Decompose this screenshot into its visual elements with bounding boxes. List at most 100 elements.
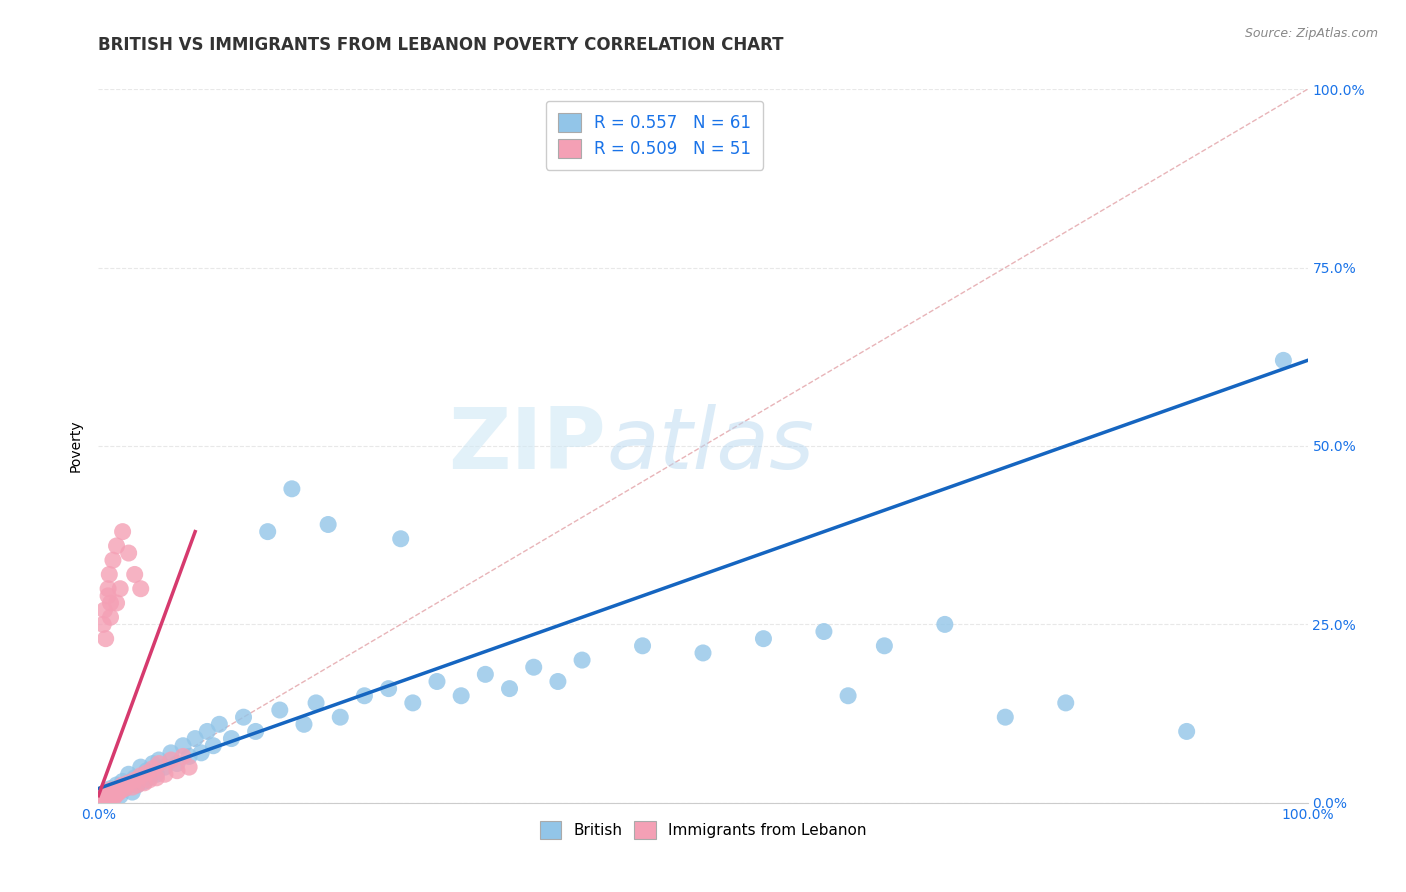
Text: ZIP: ZIP bbox=[449, 404, 606, 488]
Point bbox=[98, 567, 121, 582]
Point bbox=[474, 667, 496, 681]
Point bbox=[195, 724, 218, 739]
Point bbox=[127, 778, 149, 792]
Point bbox=[124, 772, 146, 787]
Point bbox=[91, 617, 114, 632]
Point bbox=[138, 772, 160, 787]
Point bbox=[145, 771, 167, 785]
Point bbox=[571, 653, 593, 667]
Point bbox=[121, 780, 143, 794]
Point bbox=[111, 778, 134, 792]
Point bbox=[100, 596, 122, 610]
Point bbox=[523, 660, 546, 674]
Point bbox=[994, 710, 1017, 724]
Point bbox=[813, 624, 835, 639]
Point bbox=[281, 482, 304, 496]
Point bbox=[118, 767, 141, 781]
Point bbox=[129, 582, 152, 596]
Point bbox=[426, 674, 449, 689]
Point bbox=[91, 790, 114, 805]
Point bbox=[837, 689, 859, 703]
Point bbox=[124, 567, 146, 582]
Point bbox=[135, 764, 157, 778]
Y-axis label: Poverty: Poverty bbox=[69, 420, 83, 472]
Point bbox=[108, 789, 131, 803]
Point bbox=[305, 696, 328, 710]
Point bbox=[105, 596, 128, 610]
Point bbox=[256, 524, 278, 539]
Point bbox=[148, 756, 170, 771]
Point bbox=[107, 781, 129, 796]
Point bbox=[101, 553, 124, 567]
Point bbox=[104, 784, 127, 798]
Point bbox=[108, 582, 131, 596]
Point bbox=[105, 787, 128, 801]
Point bbox=[190, 746, 212, 760]
Point bbox=[105, 539, 128, 553]
Point bbox=[134, 774, 156, 789]
Point bbox=[94, 785, 117, 799]
Point bbox=[1054, 696, 1077, 710]
Point bbox=[172, 739, 194, 753]
Point bbox=[1175, 724, 1198, 739]
Point bbox=[97, 787, 120, 801]
Point bbox=[98, 791, 121, 805]
Point bbox=[114, 781, 136, 796]
Point bbox=[377, 681, 399, 696]
Point bbox=[105, 778, 128, 792]
Point bbox=[269, 703, 291, 717]
Point bbox=[100, 610, 122, 624]
Point bbox=[118, 546, 141, 560]
Point bbox=[245, 724, 267, 739]
Point bbox=[329, 710, 352, 724]
Point bbox=[752, 632, 775, 646]
Point bbox=[100, 781, 122, 796]
Legend: British, Immigrants from Lebanon: British, Immigrants from Lebanon bbox=[533, 815, 873, 845]
Point bbox=[135, 765, 157, 780]
Point bbox=[153, 760, 176, 774]
Point bbox=[121, 785, 143, 799]
Point bbox=[292, 717, 315, 731]
Point bbox=[389, 532, 412, 546]
Point bbox=[101, 786, 124, 800]
Point bbox=[184, 731, 207, 746]
Point bbox=[142, 762, 165, 776]
Point bbox=[138, 771, 160, 785]
Point bbox=[1272, 353, 1295, 368]
Point bbox=[118, 776, 141, 790]
Point bbox=[94, 632, 117, 646]
Point bbox=[202, 739, 225, 753]
Point bbox=[221, 731, 243, 746]
Point bbox=[172, 749, 194, 764]
Text: BRITISH VS IMMIGRANTS FROM LEBANON POVERTY CORRELATION CHART: BRITISH VS IMMIGRANTS FROM LEBANON POVER… bbox=[98, 36, 785, 54]
Point bbox=[208, 717, 231, 731]
Point bbox=[93, 603, 115, 617]
Point bbox=[353, 689, 375, 703]
Point bbox=[631, 639, 654, 653]
Text: Source: ZipAtlas.com: Source: ZipAtlas.com bbox=[1244, 27, 1378, 40]
Point bbox=[129, 769, 152, 783]
Point bbox=[97, 582, 120, 596]
Point bbox=[129, 760, 152, 774]
Point bbox=[93, 792, 115, 806]
Point bbox=[127, 778, 149, 792]
Point bbox=[101, 785, 124, 799]
Point bbox=[450, 689, 472, 703]
Text: atlas: atlas bbox=[606, 404, 814, 488]
Point bbox=[316, 517, 339, 532]
Point bbox=[179, 749, 201, 764]
Point bbox=[232, 710, 254, 724]
Point bbox=[93, 789, 115, 803]
Point bbox=[166, 756, 188, 771]
Point bbox=[96, 790, 118, 805]
Point bbox=[145, 767, 167, 781]
Point bbox=[547, 674, 569, 689]
Point bbox=[179, 760, 201, 774]
Point bbox=[100, 783, 122, 797]
Point bbox=[111, 774, 134, 789]
Point bbox=[934, 617, 956, 632]
Point bbox=[110, 783, 132, 797]
Point bbox=[402, 696, 425, 710]
Point bbox=[160, 753, 183, 767]
Point bbox=[142, 756, 165, 771]
